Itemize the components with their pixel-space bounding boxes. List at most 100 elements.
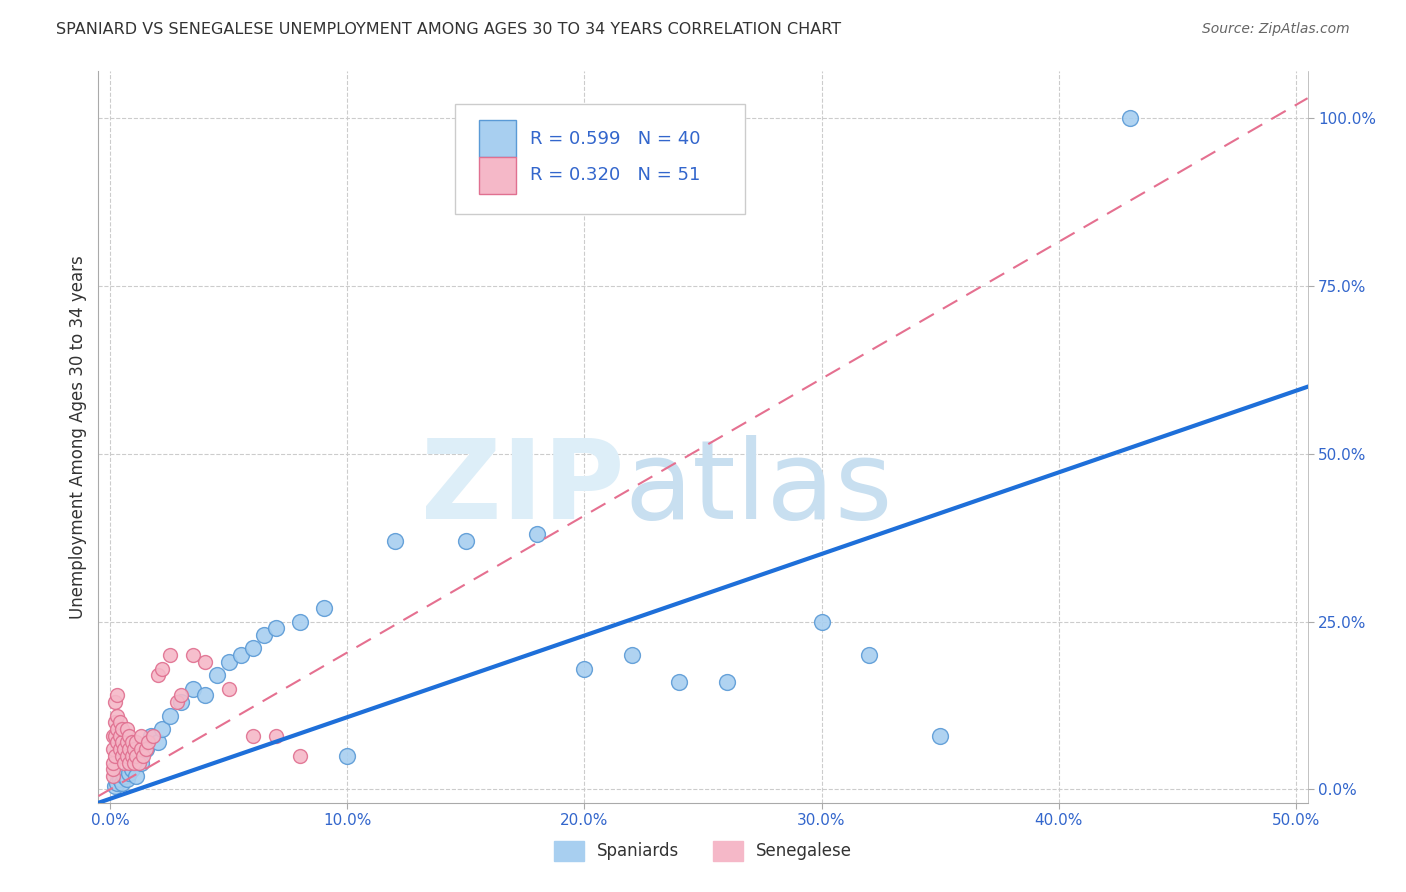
FancyBboxPatch shape xyxy=(456,104,745,214)
Point xyxy=(716,675,738,690)
Point xyxy=(101,756,124,770)
Point xyxy=(121,735,143,749)
Point xyxy=(101,729,124,743)
Point xyxy=(288,748,311,763)
Point xyxy=(166,695,188,709)
Point xyxy=(105,689,128,703)
Point xyxy=(810,615,832,629)
Point xyxy=(105,775,128,789)
Point xyxy=(114,769,136,783)
Point xyxy=(115,735,138,749)
Point xyxy=(101,762,124,776)
Point xyxy=(139,729,162,743)
Point xyxy=(128,756,150,770)
Point xyxy=(105,735,128,749)
Text: atlas: atlas xyxy=(624,434,893,541)
Point xyxy=(170,695,193,709)
Point xyxy=(129,742,152,756)
Point xyxy=(104,715,127,730)
Point xyxy=(152,722,174,736)
Text: Source: ZipAtlas.com: Source: ZipAtlas.com xyxy=(1202,22,1350,37)
Point xyxy=(288,615,311,629)
Point xyxy=(104,695,127,709)
Point xyxy=(929,729,952,743)
Text: ZIP: ZIP xyxy=(420,434,624,541)
Point xyxy=(384,534,406,549)
Point xyxy=(159,648,181,662)
Point xyxy=(121,748,143,763)
Text: R = 0.599   N = 40: R = 0.599 N = 40 xyxy=(530,129,700,148)
Point xyxy=(336,748,359,763)
Point xyxy=(159,708,181,723)
Point xyxy=(146,735,169,749)
Legend: Spaniards, Senegalese: Spaniards, Senegalese xyxy=(547,834,859,868)
Point xyxy=(101,769,124,783)
Point xyxy=(105,708,128,723)
Point xyxy=(146,668,169,682)
Point xyxy=(108,742,131,756)
Text: R = 0.320   N = 51: R = 0.320 N = 51 xyxy=(530,166,700,185)
Point xyxy=(104,779,127,793)
Point xyxy=(170,689,193,703)
Point xyxy=(115,722,138,736)
Point xyxy=(114,756,136,770)
Point xyxy=(620,648,643,662)
Point xyxy=(111,748,134,763)
Point xyxy=(574,662,596,676)
FancyBboxPatch shape xyxy=(479,157,516,194)
Point xyxy=(312,601,335,615)
Point xyxy=(118,765,141,780)
Point xyxy=(121,762,143,776)
Point xyxy=(253,628,276,642)
Point xyxy=(132,748,155,763)
Point xyxy=(111,735,134,749)
Point xyxy=(152,662,174,676)
Text: SPANIARD VS SENEGALESE UNEMPLOYMENT AMONG AGES 30 TO 34 YEARS CORRELATION CHART: SPANIARD VS SENEGALESE UNEMPLOYMENT AMON… xyxy=(56,22,841,37)
Point xyxy=(115,748,138,763)
Point xyxy=(115,772,138,787)
Point xyxy=(858,648,880,662)
Point xyxy=(264,621,287,635)
Point xyxy=(668,675,690,690)
Point xyxy=(108,729,131,743)
Point xyxy=(181,648,204,662)
Point xyxy=(129,729,152,743)
Point xyxy=(118,729,141,743)
Point xyxy=(136,735,159,749)
Point xyxy=(114,742,136,756)
Point xyxy=(218,655,240,669)
Point xyxy=(108,715,131,730)
Y-axis label: Unemployment Among Ages 30 to 34 years: Unemployment Among Ages 30 to 34 years xyxy=(69,255,87,619)
Point xyxy=(1119,112,1142,126)
Point xyxy=(122,756,145,770)
Point xyxy=(111,775,134,789)
Point xyxy=(454,534,477,549)
Point xyxy=(118,742,141,756)
Point xyxy=(194,655,217,669)
Point xyxy=(101,742,124,756)
Point xyxy=(181,681,204,696)
Point xyxy=(105,722,128,736)
Point xyxy=(135,742,157,756)
Point xyxy=(135,742,157,756)
Point xyxy=(128,748,150,763)
Point xyxy=(125,769,148,783)
Point xyxy=(205,668,228,682)
Point xyxy=(111,722,134,736)
Point xyxy=(118,756,141,770)
Point xyxy=(242,729,264,743)
Point xyxy=(242,641,264,656)
Point xyxy=(142,729,165,743)
Point xyxy=(125,748,148,763)
Point xyxy=(104,729,127,743)
Point xyxy=(108,772,131,787)
Point xyxy=(104,748,127,763)
Point xyxy=(122,742,145,756)
FancyBboxPatch shape xyxy=(479,120,516,157)
Point xyxy=(129,756,152,770)
Point xyxy=(194,689,217,703)
Point xyxy=(125,735,148,749)
Point xyxy=(229,648,252,662)
Point xyxy=(122,756,145,770)
Point xyxy=(264,729,287,743)
